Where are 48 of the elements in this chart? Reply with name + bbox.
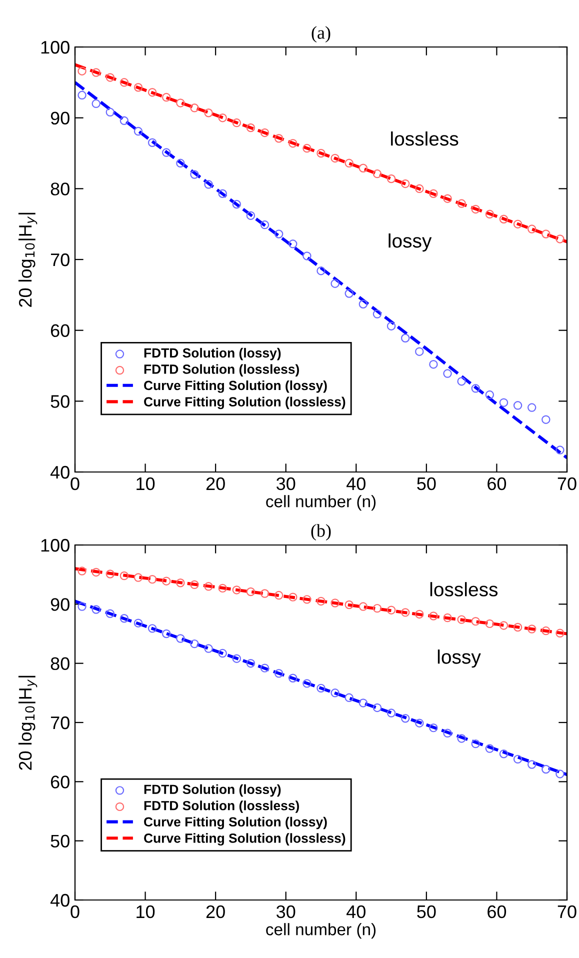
y-tick-label: 60: [50, 324, 70, 338]
x-axis-title: cell number (n): [266, 923, 376, 939]
y-tick-label: 80: [50, 657, 70, 670]
x-axis-title: cell number (n): [266, 495, 376, 511]
x-tick-label: 10: [136, 905, 155, 918]
legend-label: FDTD Solution (lossless): [144, 800, 299, 813]
y-tick-label: 70: [50, 253, 70, 266]
x-tick-label: 70: [558, 905, 576, 918]
x-tick-label: 0: [70, 905, 80, 918]
annotation: lossy: [438, 650, 481, 668]
x-tick-label: 70: [558, 477, 576, 490]
annotation: lossy: [388, 233, 432, 252]
legend-label: Curve Fitting Solution (lossy): [144, 816, 327, 830]
x-tick-label: 30: [276, 905, 296, 918]
legend-label: FDTD Solution (lossy): [144, 784, 281, 797]
y-tick-label: 40: [50, 466, 70, 479]
x-tick-label: 40: [346, 905, 366, 918]
y-tick-label: 100: [41, 40, 70, 54]
annotation: lossless: [391, 131, 458, 146]
legend-label: FDTD Solution (lossless): [144, 364, 299, 376]
legend-label: FDTD Solution (lossy): [144, 348, 281, 360]
legend-label: Curve Fitting Solution (lossy): [144, 380, 327, 393]
x-tick-label: 20: [206, 477, 225, 490]
x-tick-label: 0: [70, 477, 80, 490]
x-tick-label: 50: [417, 905, 436, 918]
chart-title: (a): [312, 26, 330, 43]
legend-label: Curve Fitting Solution (lossless): [144, 396, 346, 410]
y-axis-title: 20 log$_{10}$|H$_{y}$|: [18, 212, 38, 307]
y-tick-label: 90: [50, 112, 70, 125]
y-tick-label: 50: [50, 395, 70, 408]
y-tick-label: 60: [50, 776, 70, 788]
x-tick-label: 40: [346, 477, 366, 490]
x-tick-label: 10: [136, 477, 155, 490]
x-tick-label: 60: [488, 477, 506, 490]
legend-label: Curve Fitting Solution (lossless): [144, 833, 346, 846]
y-tick-label: 80: [50, 182, 70, 196]
chart-title: (b): [311, 524, 331, 541]
y-tick-label: 40: [50, 894, 70, 907]
annotation: lossless: [430, 582, 498, 596]
y-tick-label: 70: [50, 716, 70, 730]
x-tick-label: 30: [276, 477, 296, 490]
y-tick-label: 90: [50, 598, 70, 611]
y-axis-title: 20 log$_{10}$|H$_{y}$|: [18, 676, 38, 770]
x-tick-label: 50: [417, 477, 436, 490]
y-tick-label: 50: [50, 834, 70, 848]
x-tick-label: 20: [206, 905, 225, 918]
y-tick-label: 100: [41, 538, 70, 552]
x-tick-label: 60: [488, 905, 506, 918]
